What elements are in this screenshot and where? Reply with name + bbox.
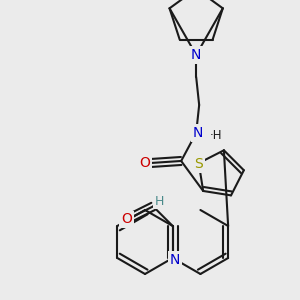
Text: N: N bbox=[169, 253, 180, 267]
Text: N: N bbox=[193, 126, 203, 140]
Text: N: N bbox=[191, 48, 201, 62]
Text: S: S bbox=[194, 157, 203, 171]
Text: O: O bbox=[121, 212, 132, 226]
Text: H: H bbox=[154, 195, 164, 208]
Text: ·H: ·H bbox=[210, 130, 223, 142]
Text: O: O bbox=[140, 156, 151, 170]
